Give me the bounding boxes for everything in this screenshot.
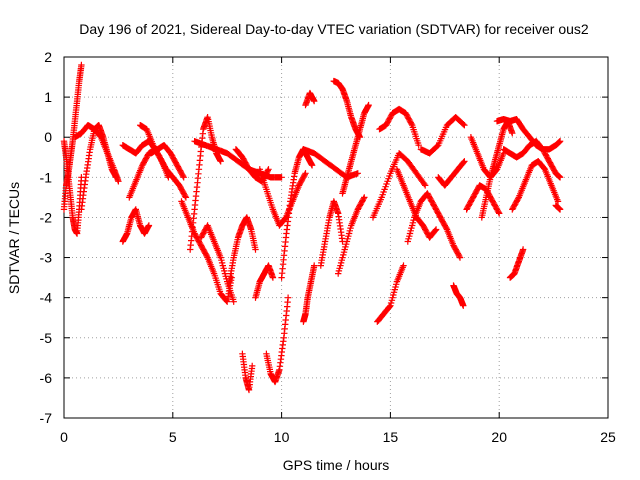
- data-point-markers: [226, 214, 259, 285]
- data-point-markers: [263, 294, 292, 386]
- data-series: [263, 294, 292, 386]
- data-series: [417, 114, 468, 157]
- data-series: [147, 142, 187, 181]
- data-series: [191, 138, 285, 181]
- data-series: [300, 146, 361, 181]
- data-point-markers: [256, 166, 309, 229]
- y-tick-label: 2: [44, 49, 52, 65]
- data-series: [335, 194, 368, 277]
- data-series: [552, 202, 564, 213]
- data-series: [509, 158, 562, 213]
- data-point-markers: [404, 190, 464, 261]
- data-point-markers: [339, 101, 372, 197]
- x-axis-label: GPS time / hours: [283, 457, 390, 473]
- y-tick-label: -3: [40, 250, 53, 266]
- data-series: [278, 146, 316, 281]
- x-tick-labels: 0 5 10 15 20 25: [60, 429, 616, 445]
- data-series: [302, 89, 318, 109]
- data-series: [330, 77, 364, 141]
- data-point-markers: [552, 202, 564, 213]
- data-point-markers: [376, 105, 422, 149]
- data-series: [256, 166, 309, 229]
- y-tick-label: -1: [40, 169, 53, 185]
- data-point-markers: [191, 138, 285, 181]
- chart-title: Day 196 of 2021, Sidereal Day-to-day VTE…: [79, 21, 589, 37]
- grid: [64, 57, 608, 418]
- x-tick-label: 0: [60, 429, 68, 445]
- data-point-markers: [506, 246, 527, 281]
- data-series: [339, 101, 372, 197]
- data-series: [197, 222, 237, 305]
- data-point-markers: [252, 262, 277, 301]
- data-series: [239, 350, 256, 394]
- y-tick-label: -5: [40, 330, 53, 346]
- data-point-markers: [369, 150, 429, 221]
- data-point-markers: [374, 262, 407, 325]
- data-point-markers: [197, 222, 237, 305]
- x-tick-label: 10: [274, 429, 290, 445]
- y-tick-label: 0: [44, 129, 52, 145]
- data-point-markers: [493, 116, 564, 153]
- data-series: [226, 214, 259, 285]
- data-point-markers: [417, 114, 468, 157]
- axis-ticks: [63, 56, 609, 419]
- y-tick-label: -4: [40, 290, 53, 306]
- data-point-markers: [335, 194, 368, 277]
- data-series: [493, 116, 564, 153]
- plot-frame: [63, 56, 609, 419]
- y-axis-label: SDTVAR / TECUs: [6, 182, 22, 294]
- data-series: [435, 158, 468, 189]
- data-point-markers: [300, 262, 318, 325]
- data-series: [300, 262, 318, 325]
- data-point-markers: [71, 122, 122, 185]
- x-tick-label: 5: [169, 429, 177, 445]
- data-point-markers: [147, 142, 187, 181]
- data-series: [187, 114, 224, 253]
- data-series: [450, 282, 467, 309]
- data-series: [404, 190, 464, 261]
- x-tick-label: 25: [600, 429, 616, 445]
- data-series: [71, 122, 122, 185]
- y-tick-labels: 2 1 0 -1 -2 -3 -4 -5 -6 -7: [40, 49, 53, 426]
- data-point-markers: [330, 77, 364, 141]
- data-markers: [60, 61, 564, 394]
- y-tick-label: -2: [40, 209, 53, 225]
- data-point-markers: [450, 282, 467, 309]
- data-series: [119, 206, 153, 245]
- data-point-markers: [278, 146, 316, 281]
- y-tick-label: 1: [44, 89, 52, 105]
- data-series: [369, 150, 429, 221]
- data-series: [376, 105, 422, 149]
- data-point-markers: [302, 89, 318, 109]
- data-point-markers: [239, 350, 256, 394]
- x-tick-label: 20: [491, 429, 507, 445]
- y-tick-label: -7: [40, 410, 53, 426]
- data-point-markers: [317, 198, 346, 269]
- data-point-markers: [187, 114, 224, 253]
- data-series: [374, 262, 407, 325]
- data-point-markers: [509, 158, 562, 213]
- data-series: [317, 198, 346, 269]
- data-point-markers: [435, 158, 468, 189]
- y-tick-label: -6: [40, 370, 53, 386]
- data-point-markers: [300, 146, 361, 181]
- data-series: [252, 262, 277, 301]
- data-point-markers: [119, 206, 153, 245]
- data-series: [506, 246, 527, 281]
- x-tick-label: 15: [383, 429, 399, 445]
